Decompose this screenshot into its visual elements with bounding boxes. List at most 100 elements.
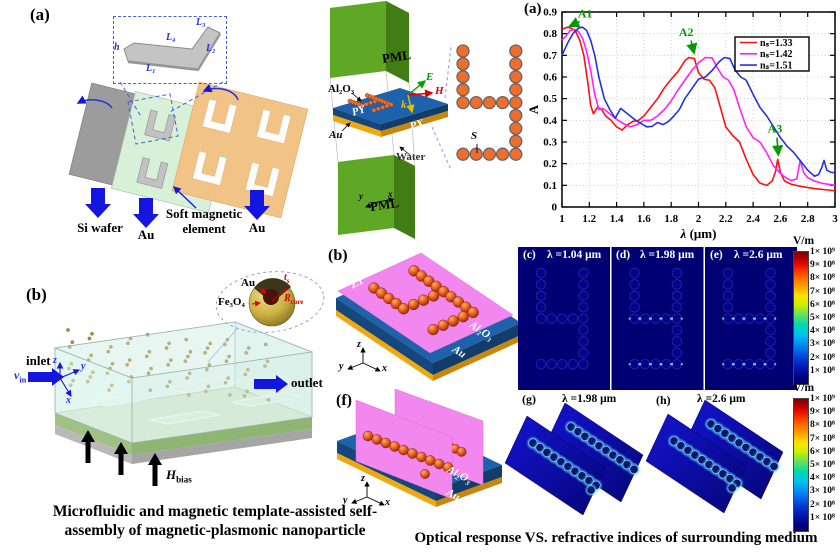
h-dim-label: h [114,42,120,53]
svg-text:A1: A1 [578,6,593,20]
np-rcore-sub: core [290,298,304,306]
svg-text:1.4: 1.4 [610,213,624,225]
h-panel-label: (h) [656,393,671,407]
cut-planes-diagram [337,388,502,507]
vin-main: v [14,368,20,382]
svg-text:2.2: 2.2 [719,213,733,225]
colorbar2-ticks: 1× 10⁹ 9× 10⁸ 8× 10⁸ 7× 10⁸ 6× 10⁸ 5× 10⁸ 4× 1… [810,394,840,534]
soft-magnetic-pointer [173,186,197,209]
colorbar-tick: 9× 10⁸ [810,407,835,418]
np-ts-main: t [284,272,287,283]
hbias-sub: bias [176,474,192,485]
colorbar-tick: 8× 10⁸ [810,420,835,431]
svg-text:0.6: 0.6 [543,72,557,84]
mid-b-axis-x: x [382,363,387,374]
inlet-label: inlet [26,353,51,368]
H-vector [407,89,434,98]
axis-y-label: y [81,361,86,372]
np-fe3o4-label: Fe₃O₄ [218,296,245,308]
l1-dim-label: L₁ [146,63,156,74]
mid-f-axis-x: x [385,497,390,508]
colorbar-tick: 9× 10⁸ [810,260,835,271]
mid-f-axis-y: y [343,495,348,506]
resonator-inset-shape [123,26,221,72]
field-maps-cde [518,247,797,390]
down-arrows [85,188,270,228]
colorbar-tick: 5× 10⁸ [810,313,835,323]
g-lambda-label: λ =1.98 μm [562,393,617,405]
svg-text:1: 1 [559,213,565,225]
mid-f-panel-label: (f) [336,392,352,409]
svg-text:0.7: 0.7 [543,50,557,62]
hbias-main: H [166,467,177,482]
d-lambda-label: λ =1.98 μm [640,249,695,261]
d-panel-label: (d) [616,249,631,261]
svg-text:2: 2 [696,213,702,225]
mid-b-axis-z: z [357,339,361,350]
svg-text:nₛ=1.51: nₛ=1.51 [760,61,793,72]
svg-text:0.2: 0.2 [543,158,557,170]
colorbar-tick: 1× 10⁹ [810,247,835,257]
caption-left-line2: assembly of magnetic-plasmonic nanoparti… [64,522,366,540]
au-left-label: Au [137,227,155,242]
colorbar1-title: V/m [793,235,815,247]
svg-text:nₛ=1.33: nₛ=1.33 [760,38,793,49]
svg-text:0.8: 0.8 [543,28,557,40]
vin-sub: in [19,375,27,385]
colorbar-tick: 8× 10⁸ [810,273,835,284]
svg-text:0.3: 0.3 [543,137,557,149]
panel-b-label: (b) [26,285,47,304]
colorbar1 [793,251,809,385]
svg-text:0.5: 0.5 [543,93,557,105]
g-field-map [504,402,644,516]
svg-text:0.1: 0.1 [543,180,557,192]
vin-label: vin [14,369,26,385]
l4-dim-label: L₄ [166,32,176,43]
colorbar-tick: 1× 10⁹ [810,394,835,404]
np-ts-sub: s [286,277,290,285]
nanoparticle-pattern-on-plate [347,93,394,113]
caption-right: Optical response VS. refractive indices … [414,530,818,546]
resonator-inset-box [113,16,227,84]
np-ts-label: ts [284,273,290,285]
colorbar-tick: 2× 10⁸ [810,352,835,363]
l2-dim-label: L₂ [206,43,216,54]
colorbar-tick: 4× 10⁸ [810,326,835,337]
absorption-chart: 1 1.2 1.4 1.6 1.8 2 2.2 2.4 2.6 2.8 3 0 0.1 0.2 0.3 0.4… [526,6,838,241]
au-plate [171,81,309,219]
sphere-row-front [362,430,454,479]
axis-x-label: x [66,395,71,406]
chart-panel-label: (a) [524,1,542,17]
au-layer-label: Au [329,129,343,141]
caption-left-line1: Microfluidic and magnetic template-assis… [52,503,378,520]
plate-axes [365,197,394,208]
soft-magnetic-label: Soft magnetic element [158,206,250,237]
colorbar-tick: 3× 10⁸ [810,486,835,497]
h-label: H [435,85,444,97]
svg-text:1.6: 1.6 [637,213,651,225]
colorbar-tick: 3× 10⁸ [810,339,835,350]
sphere-pattern [368,265,479,336]
outlet-arrow [254,375,288,393]
colorbar-tick: 5× 10⁸ [810,460,835,470]
svg-text:3: 3 [832,213,838,225]
colorbar-tick: 6× 10⁸ [810,446,835,457]
colorbar-tick: 4× 10⁸ [810,473,835,484]
np-au-label: Au [241,277,256,289]
l3-dim-label: L₃ [196,17,206,28]
hbias-arrows [81,430,162,486]
svg-text:2.8: 2.8 [801,213,815,225]
colorbar2 [793,398,809,532]
xyz-axes [56,361,81,397]
hbias-label: Hbias [166,468,192,485]
colorbar-tick: 7× 10⁸ [810,433,835,444]
si-wafer-label: Si wafer [77,220,123,235]
nanoparticle-pattern-inset [456,44,523,161]
colorbar-tick: 2× 10⁸ [810,499,835,510]
midb-axes [347,347,381,372]
sim-axis-x: x [388,189,393,199]
svg-text:A2: A2 [679,25,694,39]
E-vector [407,80,427,96]
svg-text:0.9: 0.9 [543,7,557,19]
